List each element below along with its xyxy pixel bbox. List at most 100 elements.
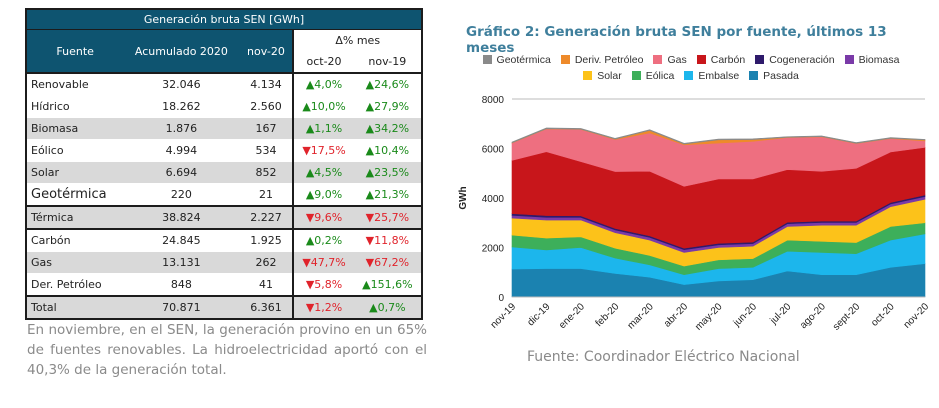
table-row: Térmica 38.824 2.227 ▼9,6% ▼25,7%	[24, 205, 424, 230]
row-delta-oct20: ▲9,0%	[292, 183, 354, 207]
row-name: Carbón	[24, 228, 124, 252]
table-row: Geotérmica 220 21 ▲9,0% ▲21,3%	[24, 183, 424, 207]
row-name: Solar	[24, 161, 124, 184]
header-fuente: Fuente	[24, 29, 124, 74]
row-name: Eólico	[24, 139, 124, 162]
row-acumulado: 18.262	[123, 95, 240, 118]
legend-swatch	[560, 55, 570, 64]
row-month: 534	[239, 139, 294, 162]
row-acumulado: 24.845	[123, 228, 240, 252]
header-nov19: nov-19	[353, 51, 424, 74]
row-delta-oct20: ▼9,6%	[292, 205, 354, 230]
row-name: Renovable	[24, 73, 124, 96]
row-delta-nov19: ▲151,6%	[353, 273, 424, 297]
x-tick-label: nov-19	[489, 301, 519, 331]
x-tick-label: mar-20	[626, 301, 656, 331]
legend-item: Biomasa	[844, 52, 900, 68]
row-delta-oct20: ▼17,5%	[292, 139, 354, 162]
legend-swatch	[482, 55, 492, 64]
x-tick-label: jul-20	[768, 301, 794, 327]
row-delta-oct20: ▲0,2%	[292, 228, 354, 252]
row-delta-nov19: ▲34,2%	[353, 117, 424, 140]
row-delta-nov19: ▲27,9%	[353, 95, 424, 118]
row-delta-nov19: ▼67,2%	[353, 251, 424, 274]
summary-note: En noviembre, en el SEN, la generación p…	[27, 322, 427, 378]
header-delta: Δ% mes	[292, 29, 423, 51]
row-delta-nov19: ▲10,4%	[353, 139, 424, 162]
row-month: 852	[239, 161, 294, 184]
row-month: 4.134	[239, 73, 294, 96]
row-name: Geotérmica	[24, 183, 124, 207]
y-tick-label: 4000	[482, 194, 505, 205]
legend-swatch	[755, 55, 765, 64]
legend-label: Biomasa	[858, 54, 900, 66]
x-tick-label: nov-20	[902, 301, 932, 331]
legend-label: Geotérmica	[496, 54, 551, 66]
legend-label: Gas	[667, 54, 687, 66]
table-row: Solar 6.694 852 ▲4,5% ▲23,5%	[24, 161, 424, 184]
area-geot-rmica	[511, 127, 926, 145]
legend-swatch	[844, 55, 854, 64]
legend-item: Carbón	[696, 52, 746, 68]
row-delta-nov19: ▲24,6%	[353, 73, 424, 96]
legend-item: Eólica	[631, 68, 675, 84]
chart-title: Gráfico 2: Generación bruta SEN por fuen…	[466, 24, 887, 56]
row-delta-oct20: ▲1,1%	[292, 117, 354, 140]
legend-swatch	[631, 71, 641, 80]
y-tick-label: 8000	[482, 95, 505, 106]
legend-label: Eólica	[645, 70, 675, 82]
table-title: Generación bruta SEN [GWh]	[25, 8, 423, 30]
row-name: Total	[24, 295, 124, 320]
legend-item: Deriv. Petróleo	[560, 52, 644, 68]
table-row: Carbón 24.845 1.925 ▲0,2% ▼11,8%	[24, 228, 424, 252]
chart-legend: Geotérmica Deriv. Petróleo Gas Carbón Cogene…	[466, 52, 916, 84]
row-delta-nov19: ▲21,3%	[353, 183, 424, 207]
row-acumulado: 32.046	[123, 73, 240, 96]
legend-item: Embalse	[684, 68, 739, 84]
row-delta-oct20: ▼5,8%	[292, 273, 354, 297]
legend-label: Solar	[597, 70, 622, 82]
legend-label: Carbón	[710, 54, 746, 66]
y-tick-label: 2000	[482, 244, 505, 255]
row-name: Térmica	[24, 205, 124, 230]
y-tick-label: 0	[498, 293, 504, 304]
row-delta-nov19: ▲23,5%	[353, 161, 424, 184]
row-acumulado: 13.131	[123, 251, 240, 274]
legend-item: Cogeneración	[755, 52, 835, 68]
row-delta-oct20: ▲4,0%	[292, 73, 354, 96]
table-row: Renovable 32.046 4.134 ▲4,0% ▲24,6%	[24, 73, 424, 96]
generation-table: Generación bruta SEN [GWh] Fuente Acumul…	[24, 8, 424, 320]
x-tick-label: dic-19	[525, 301, 552, 328]
row-delta-nov19: ▲0,7%	[353, 295, 424, 320]
table-row: Der. Petróleo 848 41 ▼5,8% ▲151,6%	[24, 273, 424, 297]
row-month: 2.560	[239, 95, 294, 118]
legend-item: Solar	[583, 68, 622, 84]
legend-item: Pasada	[749, 68, 799, 84]
row-acumulado: 220	[123, 183, 240, 207]
y-axis-label: GWh	[458, 186, 469, 209]
row-month: 21	[239, 183, 294, 207]
header-month: nov-20	[239, 29, 294, 74]
legend-swatch	[749, 71, 759, 80]
legend-label: Pasada	[763, 70, 799, 82]
table-row: Hídrico 18.262 2.560 ▲10,0% ▲27,9%	[24, 95, 424, 118]
x-tick-label: sept-20	[831, 301, 863, 333]
legend-label: Deriv. Petróleo	[574, 54, 644, 66]
legend-swatch	[696, 55, 706, 64]
table-row: Biomasa 1.876 167 ▲1,1% ▲34,2%	[24, 117, 424, 140]
row-name: Der. Petróleo	[24, 273, 124, 297]
row-acumulado: 70.871	[123, 295, 240, 320]
table-row: Total 70.871 6.361 ▼1,2% ▲0,7%	[24, 295, 424, 320]
row-delta-oct20: ▲10,0%	[292, 95, 354, 118]
y-tick-label: 6000	[482, 145, 505, 156]
row-delta-nov19: ▼25,7%	[353, 205, 424, 230]
row-acumulado: 6.694	[123, 161, 240, 184]
header-acumulado: Acumulado 2020	[123, 29, 240, 74]
legend-label: Cogeneración	[769, 54, 835, 66]
header-oct20: oct-20	[292, 51, 354, 74]
row-acumulado: 848	[123, 273, 240, 297]
x-tick-label: ene-20	[557, 301, 587, 331]
x-tick-label: ago-20	[798, 301, 828, 331]
table-row: Gas 13.131 262 ▼47,7% ▼67,2%	[24, 251, 424, 274]
row-name: Biomasa	[24, 117, 124, 140]
